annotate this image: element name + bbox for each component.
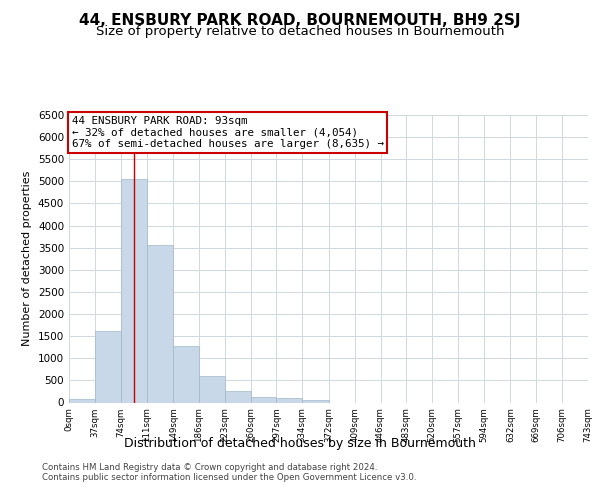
Bar [225,390,251,402]
Text: Contains public sector information licensed under the Open Government Licence v3: Contains public sector information licen… [42,472,416,482]
Bar [302,400,329,402]
Bar [173,346,199,403]
Y-axis label: Number of detached properties: Number of detached properties [22,171,32,346]
Bar [199,376,225,402]
Bar [69,399,95,402]
Bar [251,397,277,402]
Text: 44 ENSBURY PARK ROAD: 93sqm
← 32% of detached houses are smaller (4,054)
67% of : 44 ENSBURY PARK ROAD: 93sqm ← 32% of det… [71,116,383,149]
Text: Distribution of detached houses by size in Bournemouth: Distribution of detached houses by size … [124,438,476,450]
Bar [95,330,121,402]
Text: Size of property relative to detached houses in Bournemouth: Size of property relative to detached ho… [96,25,504,38]
Bar [146,246,173,402]
Bar [121,179,146,402]
Text: 44, ENSBURY PARK ROAD, BOURNEMOUTH, BH9 2SJ: 44, ENSBURY PARK ROAD, BOURNEMOUTH, BH9 … [79,12,521,28]
Bar [277,398,302,402]
Text: Contains HM Land Registry data © Crown copyright and database right 2024.: Contains HM Land Registry data © Crown c… [42,462,377,471]
